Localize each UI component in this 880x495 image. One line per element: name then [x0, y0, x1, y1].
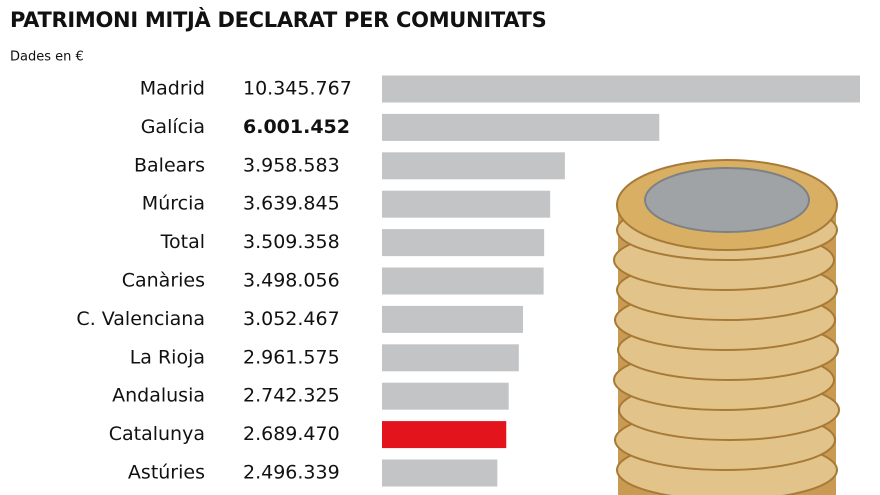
category-label: Múrcia: [142, 193, 205, 215]
category-label: Catalunya: [109, 423, 205, 445]
category-label: Total: [160, 231, 205, 253]
value-label: 10.345.767: [243, 78, 352, 100]
category-label: La Rioja: [130, 346, 205, 368]
value-label: 3.639.845: [243, 193, 340, 215]
coin-stack: [613, 159, 840, 495]
bar: [382, 190, 551, 218]
value-label: 3.509.358: [243, 231, 340, 253]
category-label: Galícia: [141, 116, 205, 138]
chart-title: PATRIMONI MITJÀ DECLARAT PER COMUNITATS: [10, 7, 546, 32]
value-label: 3.052.467: [243, 308, 340, 330]
bar: [382, 75, 860, 103]
value-label: 2.961.575: [243, 346, 340, 368]
category-label: Madrid: [140, 78, 205, 100]
bar: [382, 459, 498, 487]
bar: [382, 305, 524, 333]
bar: [382, 113, 660, 141]
value-label: 2.742.325: [243, 385, 340, 407]
bar: [382, 152, 565, 180]
value-label: 6.001.452: [243, 116, 350, 138]
value-label: 3.958.583: [243, 154, 340, 176]
category-label: Balears: [134, 154, 205, 176]
value-label: 2.496.339: [243, 462, 340, 484]
bar: [382, 344, 519, 372]
bar: [382, 267, 544, 295]
bar: [382, 421, 507, 449]
category-label: Andalusia: [112, 385, 205, 407]
category-label: Canàries: [122, 270, 205, 292]
value-label: 3.498.056: [243, 270, 340, 292]
value-label: 2.689.470: [243, 423, 340, 445]
bar: [382, 382, 509, 410]
chart-subtitle: Dades en €: [10, 50, 84, 65]
bar: [382, 229, 545, 257]
category-label: C. Valenciana: [76, 308, 205, 330]
category-label: Astúries: [128, 462, 205, 484]
